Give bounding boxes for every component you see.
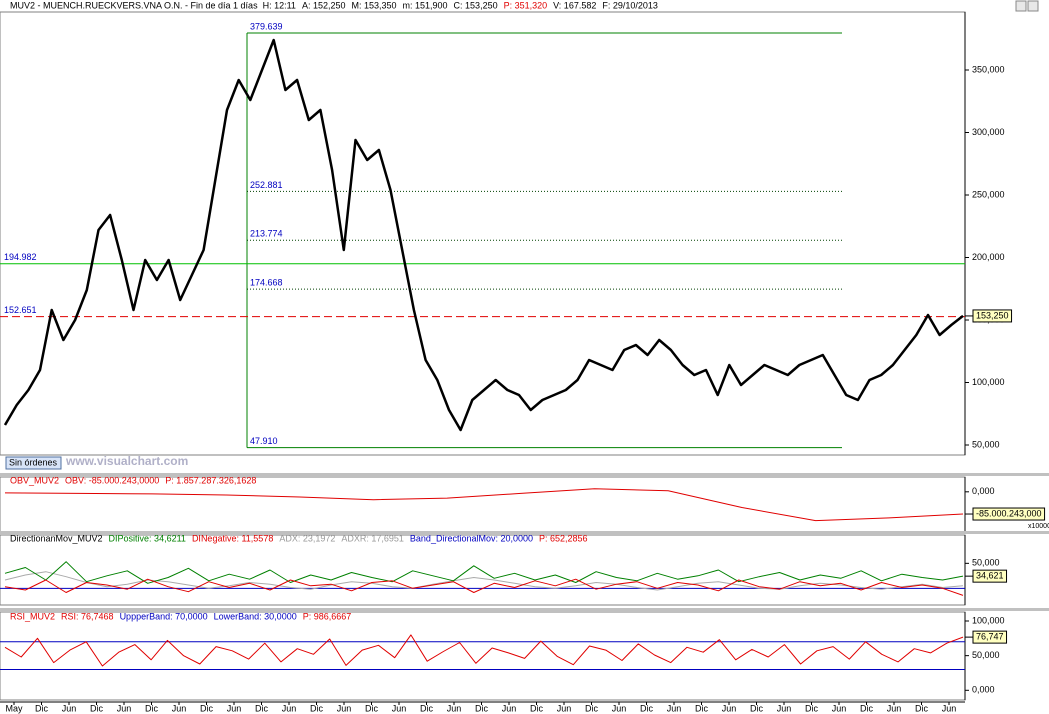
x-tick-label: Dic [860,703,873,713]
x-tick-label: Jun [502,703,517,713]
header-item: m: 151,900 [403,0,448,10]
series-line [4,561,964,584]
x-tick-label: Jun [722,703,737,713]
x-tick-label: Dic [695,703,708,713]
x-tick-label: Dic [750,703,763,713]
header-item: ADX: 23,1972 [279,533,335,543]
last-value-label: 76,747 [976,631,1004,641]
x-tick-label: Jun [172,703,187,713]
header-item: P: 1.857.287.326,1628 [165,475,256,485]
orders-button-label[interactable]: Sin órdenes [9,457,58,467]
x-tick-label: Dic [805,703,818,713]
x-tick-label: Jun [887,703,902,713]
y-tick-label: 350,000 [972,64,1005,74]
fib-label: 174.668 [250,278,283,288]
last-value-label: 153,250 [976,310,1009,320]
header-item: LowerBand: 30,0000 [214,611,297,621]
x-axis-band [0,702,1049,714]
panel-separator [0,473,1049,476]
x-tick-label: Dic [255,703,268,713]
x-tick-label: Jun [337,703,352,713]
header-item: DirectionanMov_MUV2 [10,533,103,543]
last-value-label: -85.000.243,000 [976,508,1042,518]
series-line [4,488,964,522]
y-tick-label: 0,000 [972,685,995,695]
fib-label: 213.774 [250,229,283,239]
header-item: P: 351,320 [504,0,548,10]
orders-button[interactable] [5,456,62,470]
x-tick-label: Jun [557,703,572,713]
header-item: RSI_MUV2 [10,611,55,621]
x-tick-label: Jun [282,703,297,713]
x-tick-label: Jun [777,703,792,713]
header-item: C: 153,250 [454,0,498,10]
x-tick-label: Jun [832,703,847,713]
watermark: www.visualchart.com [65,454,188,468]
header-item: UppperBand: 70,0000 [120,611,208,621]
x-tick-label: May [5,703,23,713]
header-item: M: 153,350 [351,0,396,10]
y-tick-label: 100,000 [972,615,1005,625]
series-line [4,634,964,667]
series-line [4,571,964,591]
header-item: F: 29/10/2013 [602,0,658,10]
fib-label: 252.881 [250,180,283,190]
x-tick-label: Dic [585,703,598,713]
last-value-label: 34,621 [976,571,1004,581]
window-button[interactable] [1027,0,1039,12]
fib-label: 379.639 [250,21,283,31]
x-tick-label: Dic [310,703,323,713]
x-tick-label: Jun [392,703,407,713]
window-button[interactable] [1015,0,1027,12]
x-tick-label: Dic [530,703,543,713]
header-item: DINegative: 11,5578 [192,533,273,543]
header-title: MUV2 - MUENCH.RUECKVERS.VNA O.N. - Fin d… [10,0,258,10]
header-item: H: 12:11 [263,0,296,10]
series-line [4,578,964,596]
y-tick-label: 100,000 [972,377,1005,387]
panel-separator [0,608,1049,611]
header-item: OBV_MUV2 [10,475,59,485]
y-tick-label: 50,000 [972,650,1000,660]
x-tick-label: Jun [447,703,462,713]
header-item: DIPositive: 34,6211 [109,533,186,543]
y-tick-label: 200,000 [972,252,1005,262]
header-item: RSI: 76,7468 [61,611,114,621]
header-item: V: 167.582 [553,0,596,10]
header-item: P: 652,2856 [539,533,588,543]
y-tick-label: 0,000 [972,486,995,496]
x-tick-label: Dic [35,703,48,713]
x-tick-label: Dic [420,703,433,713]
panel-separator [0,531,1049,534]
fib-label: 47.910 [250,436,278,446]
header-item: OBV: -85.000.243,0000 [65,475,159,485]
series-line [3,38,964,432]
x-tick-label: Dic [365,703,378,713]
header-item: Band_DirectionalMov: 20,0000 [410,533,533,543]
x-tick-label: Dic [200,703,213,713]
x-tick-label: Dic [90,703,103,713]
x-tick-label: Jun [117,703,132,713]
y-tick-label: 250,000 [972,189,1005,199]
x-tick-label: Jun [667,703,682,713]
y-tick-label: 300,000 [972,127,1005,137]
x-tick-label: Dic [475,703,488,713]
x-tick-label: Dic [640,703,653,713]
header-item: ADXR: 17,6951 [341,533,404,543]
header-item: P: 986,6667 [303,611,352,621]
level-label: 152.651 [4,305,37,315]
x-tick-label: Dic [915,703,928,713]
y-tick-label: 50,000 [972,558,1000,568]
y-tick-label: 50,000 [972,439,1000,449]
x-tick-label: Dic [145,703,158,713]
x-tick-label: Jun [62,703,77,713]
x-tick-label: Jun [942,703,957,713]
scale-note: x10000 [1028,523,1049,530]
x-tick-label: Jun [227,703,242,713]
header-item: A: 152,250 [302,0,346,10]
level-label: 194.982 [4,252,37,262]
x-tick-label: Jun [612,703,627,713]
